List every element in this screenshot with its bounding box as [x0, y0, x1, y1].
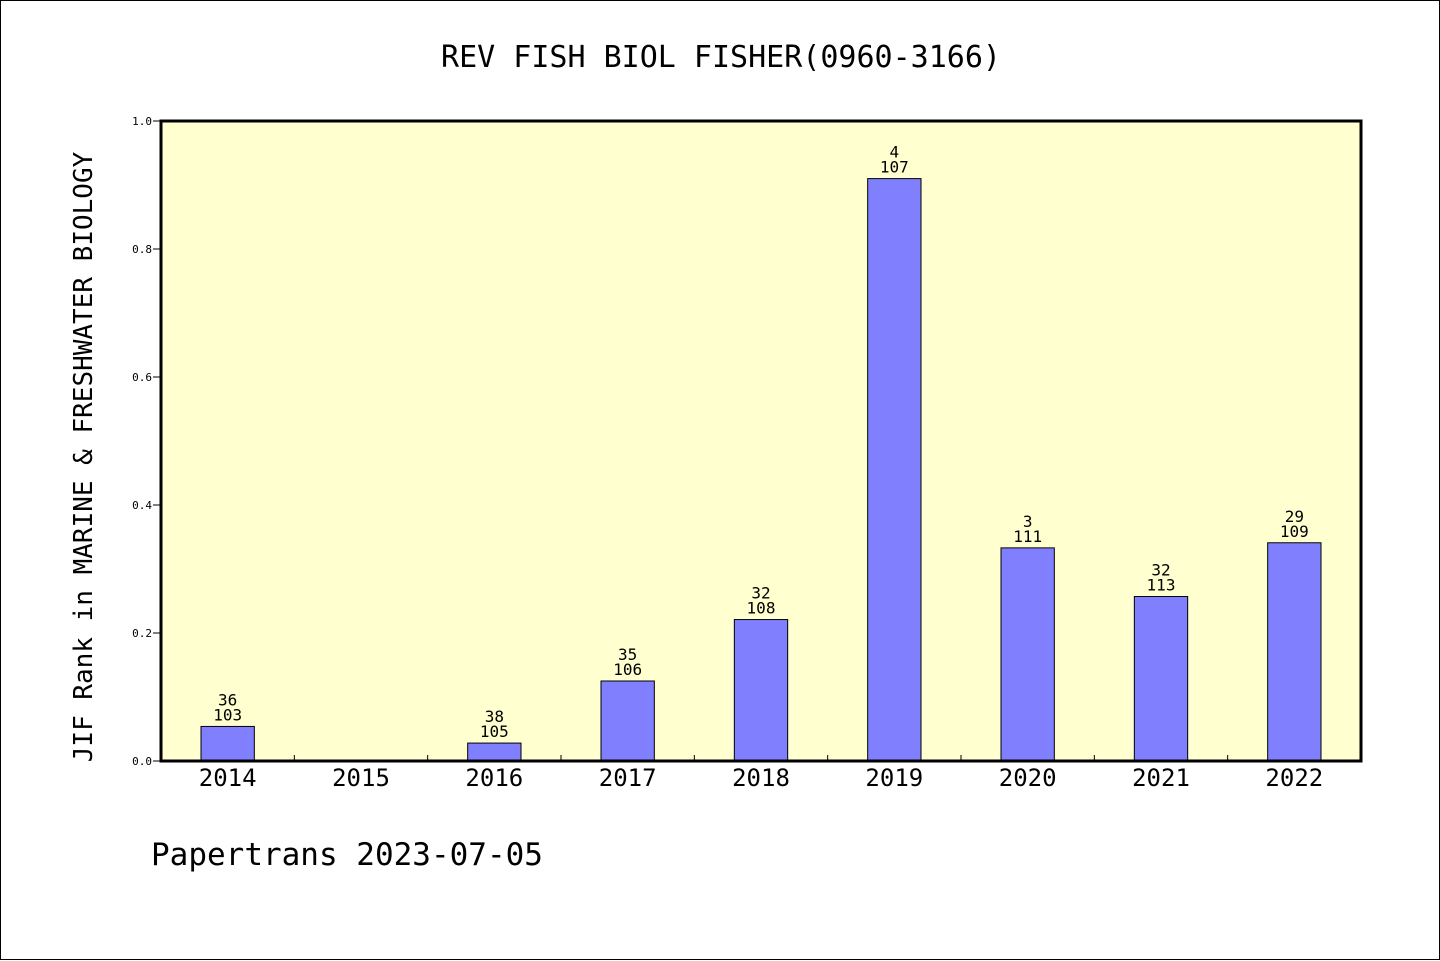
bar-rank-label: 29	[1285, 507, 1304, 526]
y-tick-label: 0.6	[132, 371, 152, 384]
y-tick-label: 0.8	[132, 243, 152, 256]
bar-rank-label: 35	[618, 645, 637, 664]
bar-total-label: 113	[1147, 576, 1176, 595]
chart-title: REV FISH BIOL FISHER(0960-3166)	[441, 40, 1001, 75]
bar-total-label: 108	[747, 599, 776, 618]
bar-rank-label: 38	[485, 707, 504, 726]
plot-border	[159, 119, 1363, 763]
y-tick-label: 0.4	[132, 499, 152, 512]
x-tick-label: 2017	[599, 764, 657, 792]
bar-2016	[467, 742, 522, 762]
bar-rank-label: 32	[1151, 561, 1170, 580]
bar-2019	[867, 178, 922, 762]
bar-2020	[1000, 547, 1055, 762]
x-tick-label: 2019	[865, 764, 923, 792]
bar-2018	[733, 619, 789, 762]
x-axis: 2014 2015 2016 2017 2018 2019 2020 2021 2022	[199, 755, 1323, 792]
x-tick-label: 2015	[332, 764, 390, 792]
bar-rank-label: 3	[1023, 512, 1033, 531]
x-tick-label: 2022	[1265, 764, 1323, 792]
x-tick-label: 2021	[1132, 764, 1190, 792]
x-tick-label: 2018	[732, 764, 790, 792]
y-tick-label: 1.0	[132, 115, 152, 128]
bar-2014	[200, 725, 255, 762]
bar-2017	[600, 680, 655, 762]
y-axis: 0.0 0.2 0.4 0.6 0.8 1.0	[132, 115, 161, 768]
y-axis-label: JIF Rank in MARINE & FRESHWATER BIOLOGY	[69, 151, 99, 762]
bar-total-label: 109	[1280, 522, 1309, 541]
bar-total-label: 105	[480, 722, 509, 741]
bar-total-label: 106	[613, 660, 642, 679]
bar-rank-label: 4	[890, 143, 900, 162]
bar-rank-label: 32	[751, 584, 770, 603]
bars-group	[200, 178, 1322, 762]
bar-2022	[1267, 542, 1322, 762]
x-tick-label: 2014	[199, 764, 257, 792]
footer-credit: Papertrans 2023-07-05	[151, 837, 543, 873]
y-tick-label: 0.0	[132, 755, 152, 768]
bar-2021	[1133, 596, 1189, 762]
x-tick-label: 2016	[465, 764, 523, 792]
bar-total-label: 103	[213, 705, 242, 724]
x-tick-label: 2020	[999, 764, 1057, 792]
bar-rank-label: 36	[218, 690, 237, 709]
y-tick-label: 0.2	[132, 627, 152, 640]
bar-total-label: 107	[880, 158, 909, 177]
bar-total-label: 111	[1013, 527, 1042, 546]
